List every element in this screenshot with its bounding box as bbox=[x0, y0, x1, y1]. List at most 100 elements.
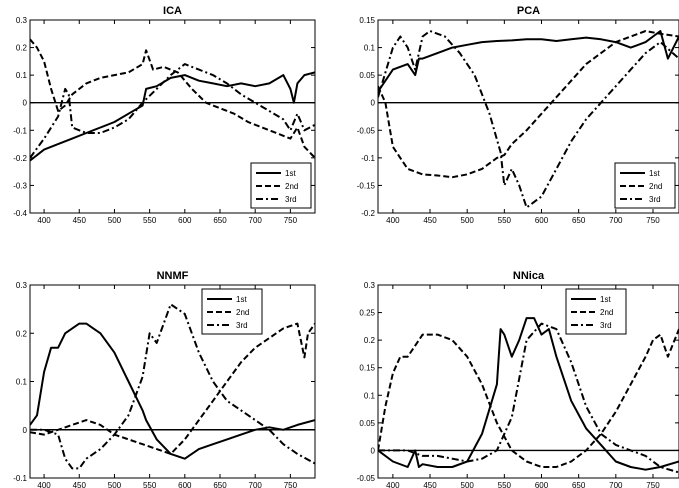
legend-label: 3rd bbox=[600, 321, 612, 330]
series-line-2nd bbox=[378, 328, 679, 468]
x-tick-label: 400 bbox=[37, 216, 51, 225]
y-tick-label: 0 bbox=[371, 99, 376, 108]
x-tick-label: 750 bbox=[646, 216, 660, 225]
x-tick-label: 700 bbox=[249, 481, 263, 488]
legend: 1st 2nd 3rd bbox=[201, 288, 263, 335]
series-line-1st bbox=[378, 30, 679, 93]
y-tick-label: -0.05 bbox=[357, 474, 376, 483]
series-line-2nd bbox=[378, 30, 679, 179]
x-tick-label: 700 bbox=[609, 481, 623, 488]
y-tick-label: 0.1 bbox=[16, 378, 28, 387]
legend: 1st 2nd 3rd bbox=[250, 162, 312, 209]
legend-label: 1st bbox=[600, 295, 611, 304]
y-tick-label: -0.2 bbox=[361, 209, 375, 218]
x-tick-label: 550 bbox=[143, 481, 157, 488]
y-tick-label: -0.4 bbox=[13, 209, 27, 218]
x-tick-label: 450 bbox=[73, 216, 87, 225]
series-line-2nd bbox=[30, 38, 315, 159]
y-tick-label: 0.2 bbox=[16, 44, 28, 53]
x-tick-label: 450 bbox=[423, 216, 437, 225]
axes-box bbox=[377, 19, 679, 214]
x-tick-label: 750 bbox=[284, 481, 298, 488]
legend: 1st 2nd 3rd bbox=[565, 288, 627, 335]
y-tick-label: 0.1 bbox=[364, 44, 376, 53]
legend-label: 3rd bbox=[285, 195, 297, 204]
y-tick-label: 0.05 bbox=[359, 71, 375, 80]
legend-label: 1st bbox=[236, 295, 247, 304]
x-tick-label: 550 bbox=[498, 481, 512, 488]
axes-box bbox=[377, 284, 679, 479]
panel-title: NNica bbox=[513, 270, 545, 282]
series-line-1st bbox=[378, 317, 679, 471]
x-tick-label: 650 bbox=[213, 481, 227, 488]
x-tick-label: 400 bbox=[386, 481, 400, 488]
legend-label: 2nd bbox=[236, 308, 249, 317]
x-tick-label: 650 bbox=[213, 216, 227, 225]
y-tick-label: 0.25 bbox=[359, 309, 375, 318]
x-tick-label: 550 bbox=[143, 216, 157, 225]
y-tick-label: 0.3 bbox=[16, 16, 28, 25]
x-tick-label: 550 bbox=[498, 216, 512, 225]
panel-2: NNMF 400 450 500 550 600 650 700 750 -0.1 0 0.1 0.2 0… bbox=[13, 270, 316, 488]
panel-title: PCA bbox=[517, 5, 540, 17]
y-tick-label: 0.1 bbox=[16, 71, 28, 80]
x-tick-label: 600 bbox=[535, 481, 549, 488]
series-line-3rd bbox=[378, 322, 679, 474]
y-tick-label: 0.2 bbox=[16, 329, 28, 338]
legend-label: 3rd bbox=[236, 321, 248, 330]
x-tick-label: 700 bbox=[249, 216, 263, 225]
x-tick-label: 700 bbox=[609, 216, 623, 225]
x-tick-label: 500 bbox=[461, 216, 475, 225]
y-tick-label: -0.1 bbox=[13, 126, 27, 135]
y-tick-label: 0.15 bbox=[359, 364, 375, 373]
legend: 1st 2nd 3rd bbox=[614, 162, 676, 209]
x-tick-label: 600 bbox=[178, 481, 192, 488]
legend-box bbox=[250, 162, 312, 209]
legend-label: 2nd bbox=[600, 308, 613, 317]
x-tick-label: 650 bbox=[572, 216, 586, 225]
legend-label: 2nd bbox=[285, 182, 298, 191]
legend-label: 1st bbox=[285, 169, 296, 178]
x-tick-label: 400 bbox=[386, 216, 400, 225]
series-line-2nd bbox=[30, 322, 315, 455]
y-tick-label: -0.1 bbox=[361, 154, 375, 163]
x-tick-label: 400 bbox=[37, 481, 51, 488]
legend-label: 1st bbox=[649, 169, 660, 178]
legend-label: 3rd bbox=[649, 195, 661, 204]
y-tick-label: 0 bbox=[23, 99, 28, 108]
y-tick-label: 0 bbox=[371, 446, 376, 455]
panel-title: NNMF bbox=[157, 270, 189, 282]
x-tick-label: 500 bbox=[108, 216, 122, 225]
series-line-1st bbox=[30, 71, 315, 162]
panel-title: ICA bbox=[163, 5, 182, 17]
y-tick-label: 0.15 bbox=[359, 16, 375, 25]
y-tick-label: 0.2 bbox=[364, 336, 376, 345]
x-tick-label: 600 bbox=[535, 216, 549, 225]
y-tick-label: 0 bbox=[23, 426, 28, 435]
legend-label: 2nd bbox=[649, 182, 662, 191]
x-tick-label: 500 bbox=[461, 481, 475, 488]
axes-box bbox=[29, 19, 316, 214]
y-tick-label: -0.05 bbox=[357, 126, 376, 135]
x-tick-label: 750 bbox=[646, 481, 660, 488]
y-tick-label: -0.2 bbox=[13, 154, 27, 163]
y-tick-label: 0.05 bbox=[359, 419, 375, 428]
x-tick-label: 750 bbox=[284, 216, 298, 225]
y-tick-label: 0.3 bbox=[364, 281, 376, 290]
panel-3: NNica 400 450 500 550 600 650 700 750 -0.05 0 0.05 0… bbox=[357, 270, 679, 488]
x-tick-label: 450 bbox=[423, 481, 437, 488]
axes-box bbox=[29, 284, 316, 479]
panel-0: ICA 400 450 500 550 600 650 700 750 -0.4 -0.3 -0.2 -… bbox=[13, 5, 316, 225]
y-tick-label: 0.3 bbox=[16, 281, 28, 290]
x-tick-label: 450 bbox=[73, 481, 87, 488]
x-tick-label: 500 bbox=[108, 481, 122, 488]
x-tick-label: 600 bbox=[178, 216, 192, 225]
y-tick-label: 0.1 bbox=[364, 391, 376, 400]
x-tick-label: 650 bbox=[572, 481, 586, 488]
series-line-3rd bbox=[30, 63, 315, 159]
y-tick-label: -0.15 bbox=[357, 181, 376, 190]
series-line-3rd bbox=[378, 30, 679, 209]
panel-1: PCA 400 450 500 550 600 650 700 750 -0.2 -0.15 -0.1… bbox=[357, 5, 679, 225]
series-line-1st bbox=[30, 322, 315, 460]
